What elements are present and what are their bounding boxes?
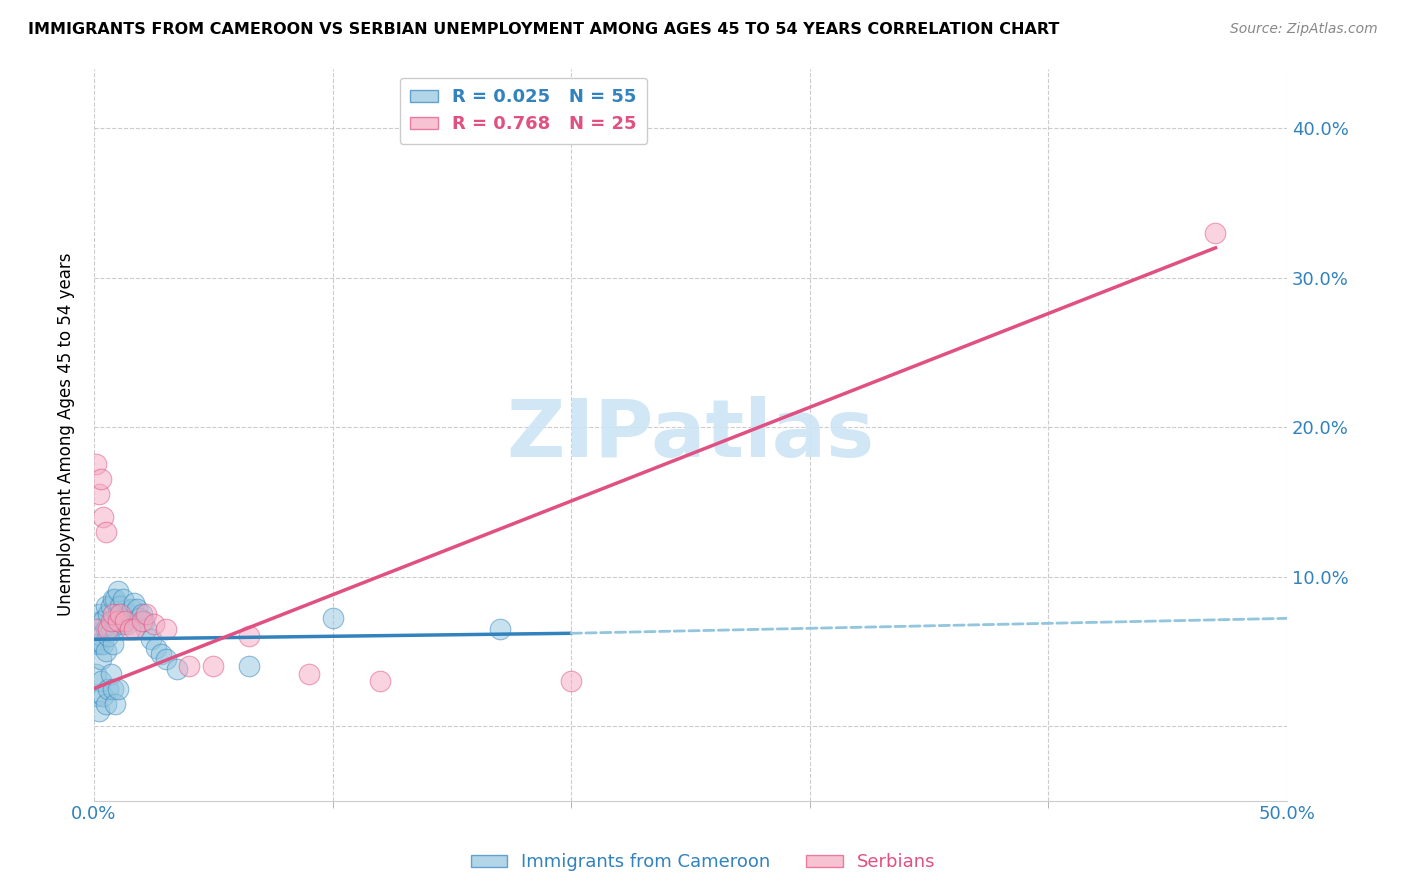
Point bbox=[488, 622, 510, 636]
Point bbox=[90, 615, 112, 629]
Point bbox=[118, 622, 141, 636]
Point bbox=[97, 622, 120, 636]
Point bbox=[107, 607, 129, 621]
Point bbox=[135, 607, 157, 621]
Point bbox=[93, 509, 115, 524]
Point bbox=[238, 629, 260, 643]
Point bbox=[87, 637, 110, 651]
Point bbox=[94, 697, 117, 711]
Point bbox=[124, 622, 146, 636]
Point bbox=[97, 681, 120, 696]
Point bbox=[101, 615, 124, 629]
Point bbox=[131, 607, 153, 621]
Legend: Immigrants from Cameroon, Serbians: Immigrants from Cameroon, Serbians bbox=[464, 847, 942, 879]
Point bbox=[124, 596, 146, 610]
Point bbox=[86, 637, 108, 651]
Point bbox=[90, 651, 112, 665]
Point bbox=[128, 611, 150, 625]
Point bbox=[238, 659, 260, 673]
Point bbox=[132, 615, 155, 629]
Point bbox=[560, 674, 582, 689]
Point bbox=[104, 697, 127, 711]
Point bbox=[121, 602, 143, 616]
Point bbox=[86, 689, 108, 703]
Legend: R = 0.025   N = 55, R = 0.768   N = 25: R = 0.025 N = 55, R = 0.768 N = 25 bbox=[399, 78, 647, 145]
Point bbox=[117, 617, 139, 632]
Point bbox=[93, 615, 115, 629]
Point bbox=[94, 644, 117, 658]
Point bbox=[86, 666, 108, 681]
Point bbox=[104, 622, 127, 636]
Point bbox=[131, 615, 153, 629]
Point bbox=[155, 651, 177, 665]
Y-axis label: Unemployment Among Ages 45 to 54 years: Unemployment Among Ages 45 to 54 years bbox=[58, 252, 75, 616]
Point bbox=[141, 632, 163, 647]
Point bbox=[87, 487, 110, 501]
Point bbox=[90, 629, 112, 643]
Point bbox=[108, 599, 131, 614]
Point bbox=[97, 607, 120, 621]
Point bbox=[90, 472, 112, 486]
Point bbox=[111, 617, 134, 632]
Point bbox=[322, 611, 344, 625]
Point bbox=[93, 689, 115, 703]
Point bbox=[155, 622, 177, 636]
Point bbox=[87, 607, 110, 621]
Point bbox=[101, 607, 124, 621]
Point bbox=[104, 591, 127, 606]
Point bbox=[1205, 226, 1227, 240]
Point bbox=[101, 591, 124, 606]
Point bbox=[298, 666, 321, 681]
Point bbox=[107, 615, 129, 629]
Point bbox=[368, 674, 391, 689]
Text: ZIPatlas: ZIPatlas bbox=[506, 395, 875, 474]
Point bbox=[118, 607, 141, 621]
Point bbox=[90, 674, 112, 689]
Point bbox=[86, 458, 108, 472]
Point bbox=[108, 607, 131, 621]
Point bbox=[100, 599, 122, 614]
Point bbox=[107, 681, 129, 696]
Point bbox=[101, 637, 124, 651]
Point bbox=[179, 659, 201, 673]
Point bbox=[93, 637, 115, 651]
Point bbox=[86, 622, 108, 636]
Point bbox=[94, 622, 117, 636]
Point bbox=[86, 622, 108, 636]
Point bbox=[114, 611, 136, 625]
Point bbox=[202, 659, 225, 673]
Point bbox=[114, 615, 136, 629]
Point bbox=[87, 704, 110, 718]
Point bbox=[107, 584, 129, 599]
Point bbox=[166, 662, 188, 676]
Point bbox=[100, 666, 122, 681]
Point bbox=[149, 647, 172, 661]
Text: Source: ZipAtlas.com: Source: ZipAtlas.com bbox=[1230, 22, 1378, 37]
Point bbox=[94, 524, 117, 539]
Point bbox=[94, 599, 117, 614]
Point bbox=[125, 602, 148, 616]
Point bbox=[142, 617, 165, 632]
Point bbox=[97, 629, 120, 643]
Point bbox=[100, 615, 122, 629]
Text: IMMIGRANTS FROM CAMEROON VS SERBIAN UNEMPLOYMENT AMONG AGES 45 TO 54 YEARS CORRE: IMMIGRANTS FROM CAMEROON VS SERBIAN UNEM… bbox=[28, 22, 1060, 37]
Point bbox=[145, 641, 167, 656]
Point bbox=[135, 622, 157, 636]
Point bbox=[101, 681, 124, 696]
Point bbox=[100, 622, 122, 636]
Point bbox=[111, 591, 134, 606]
